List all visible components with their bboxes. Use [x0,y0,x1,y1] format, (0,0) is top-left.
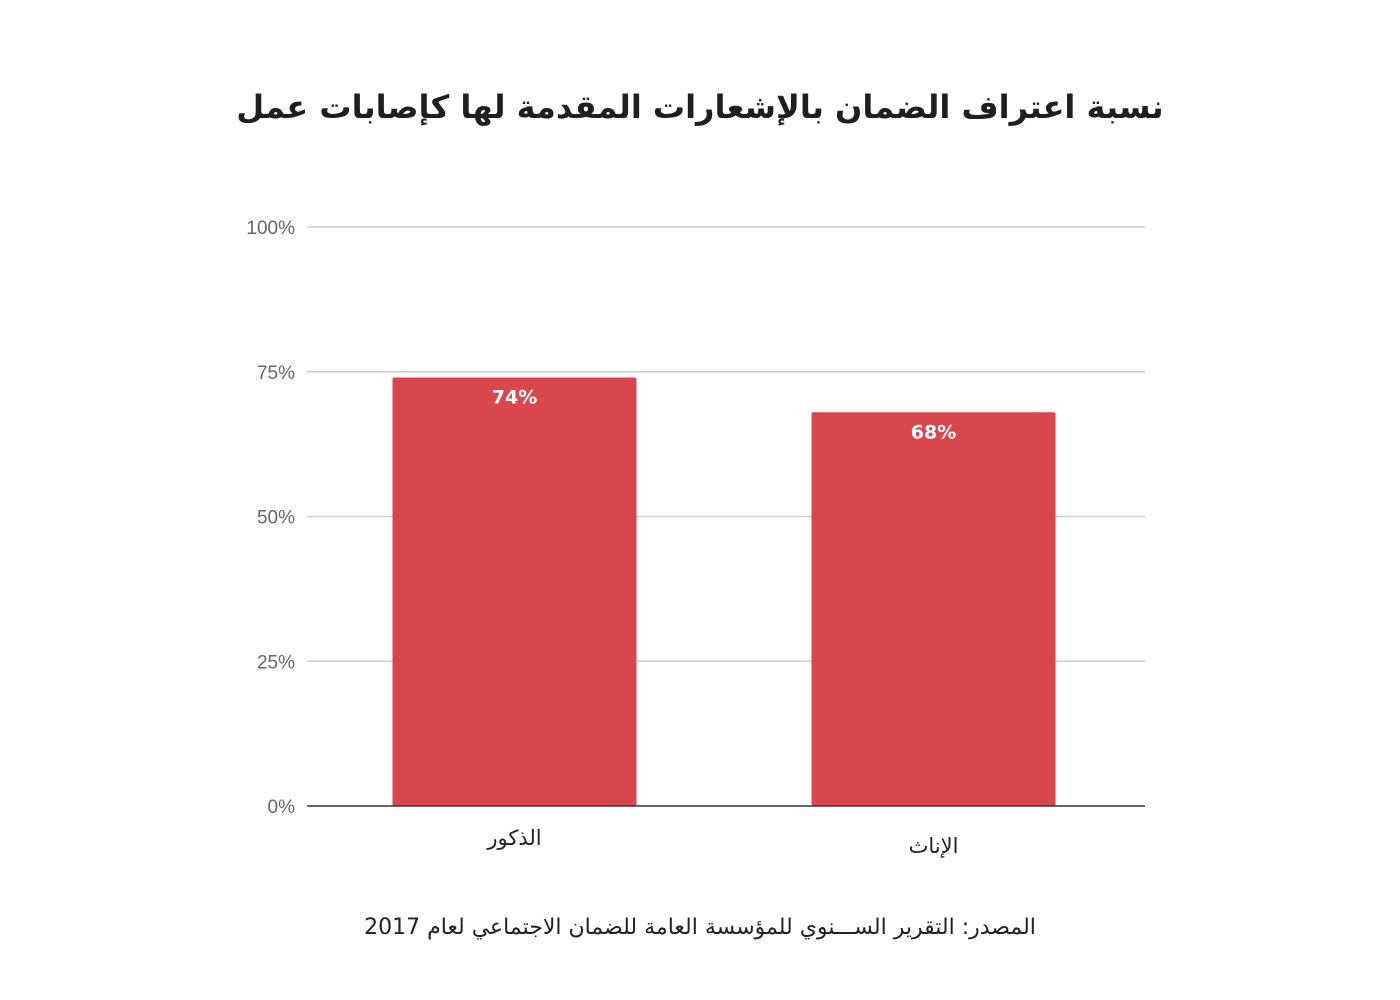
y-tick-label: 75% [257,363,295,384]
bar-value-label: 74% [492,387,537,409]
y-tick-label: 100% [246,218,295,239]
source-note: المصدر: التقرير الســـنوي للمؤسسة العامة… [364,915,1036,940]
category-label: الإناث [909,834,959,858]
data-labels: 74% 68% [492,387,956,444]
y-tick-label: 0% [268,797,296,818]
bar-value-label: 68% [911,421,956,443]
y-axis-tick-labels: 0% 25% 50% 75% 100% [246,218,295,818]
y-tick-label: 50% [257,508,295,529]
x-axis-category-labels: الذكور الإناث [486,826,958,858]
bar [811,412,1056,806]
category-label: الذكور [486,826,541,850]
bars [392,377,1056,806]
chart-title: نسبة اعتراف الضمان بالإشعارات المقدمة له… [236,88,1164,126]
y-tick-label: 25% [257,652,295,673]
bar [392,377,637,806]
